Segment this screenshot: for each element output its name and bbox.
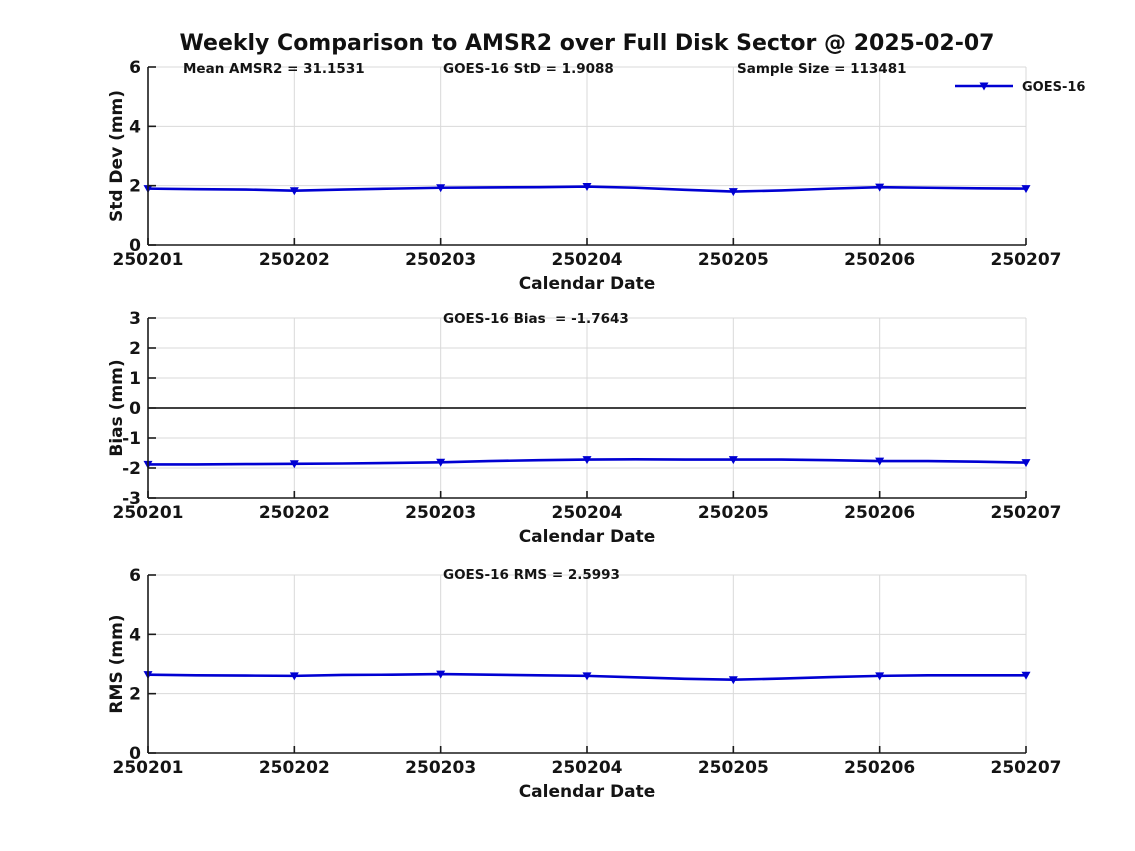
data-point-marker: [289, 672, 299, 681]
y-tick-label: 1: [129, 369, 141, 389]
x-tick-label: 250206: [844, 758, 915, 778]
x-tick-label: 250202: [259, 758, 330, 778]
data-point-marker: [875, 672, 885, 681]
y-tick-label: 4: [129, 117, 141, 137]
data-point-marker: [728, 188, 738, 197]
data-point-marker: [436, 184, 446, 193]
y-tick-label: 3: [129, 309, 141, 329]
y-tick-label: 6: [129, 566, 141, 586]
stat-annotation: Mean AMSR2 = 31.1531: [183, 61, 365, 77]
data-point-marker: [289, 460, 299, 469]
data-point-marker: [582, 672, 592, 681]
stat-annotation: GOES-16 StD = 1.9088: [443, 61, 614, 77]
y-tick-label: 2: [129, 177, 141, 197]
x-tick-label: 250202: [259, 503, 330, 523]
x-tick-label: 250204: [552, 250, 623, 270]
x-tick-label: 250206: [844, 503, 915, 523]
y-axis-label: RMS (mm): [107, 614, 127, 713]
data-point-marker: [728, 456, 738, 465]
y-axis-label: Std Dev (mm): [107, 90, 127, 222]
x-tick-label: 250203: [405, 758, 476, 778]
y-tick-label: -2: [122, 459, 141, 479]
data-point-marker: [582, 183, 592, 192]
x-tick-label: 250201: [113, 503, 184, 523]
data-point-marker: [582, 456, 592, 465]
x-tick-label: 250206: [844, 250, 915, 270]
data-point-marker: [436, 458, 446, 467]
x-tick-label: 250201: [113, 250, 184, 270]
stat-annotation: Sample Size = 113481: [737, 61, 906, 77]
x-axis-label: Calendar Date: [519, 274, 656, 294]
data-point-marker: [436, 670, 446, 679]
y-tick-label: 2: [129, 685, 141, 705]
y-tick-label: 4: [129, 625, 141, 645]
data-point-marker: [875, 183, 885, 192]
y-tick-label: 0: [129, 236, 141, 256]
x-tick-label: 250204: [552, 503, 623, 523]
data-point-marker: [289, 187, 299, 196]
stddev-plot: 0 2 4 6 250201 250202 250203 250204 250205 250206…: [107, 58, 1085, 294]
stat-annotation: GOES-16 RMS = 2.5993: [443, 567, 620, 583]
x-tick-label: 250205: [698, 503, 769, 523]
y-tick-label: 0: [129, 744, 141, 764]
rms-plot: 0 2 4 6 250201 250202 250203 250204 250205 250206…: [107, 566, 1061, 802]
x-tick-label: 250203: [405, 503, 476, 523]
y-tick-label: 6: [129, 58, 141, 78]
bias-plot: -3 -2 -1 0 1 2 3 250201 250202 250203 250204 250205…: [107, 309, 1061, 547]
stat-annotation: GOES-16 Bias = -1.7643: [443, 311, 629, 327]
x-tick-label: 250207: [991, 503, 1062, 523]
data-point-marker: [875, 457, 885, 466]
x-axis-label: Calendar Date: [519, 782, 656, 802]
x-tick-label: 250203: [405, 250, 476, 270]
x-tick-label: 250201: [113, 758, 184, 778]
data-point-marker: [1021, 459, 1031, 468]
x-tick-label: 250207: [991, 250, 1062, 270]
chart-title: Weekly Comparison to AMSR2 over Full Dis…: [179, 31, 995, 56]
data-point-marker: [728, 676, 738, 685]
legend: GOES-16: [955, 80, 1085, 95]
x-tick-label: 250205: [698, 758, 769, 778]
y-tick-label: -3: [122, 489, 141, 509]
y-axis-label: Bias (mm): [107, 359, 127, 456]
legend-label: GOES-16: [1022, 80, 1085, 95]
y-tick-label: -1: [122, 429, 141, 449]
data-point-marker: [1021, 185, 1031, 194]
x-tick-label: 250207: [991, 758, 1062, 778]
x-tick-label: 250202: [259, 250, 330, 270]
data-point-marker: [979, 82, 989, 91]
x-tick-label: 250205: [698, 250, 769, 270]
data-point-marker: [1021, 671, 1031, 680]
x-axis-label: Calendar Date: [519, 527, 656, 547]
x-tick-label: 250204: [552, 758, 623, 778]
y-tick-label: 0: [129, 399, 141, 419]
y-tick-label: 2: [129, 339, 141, 359]
